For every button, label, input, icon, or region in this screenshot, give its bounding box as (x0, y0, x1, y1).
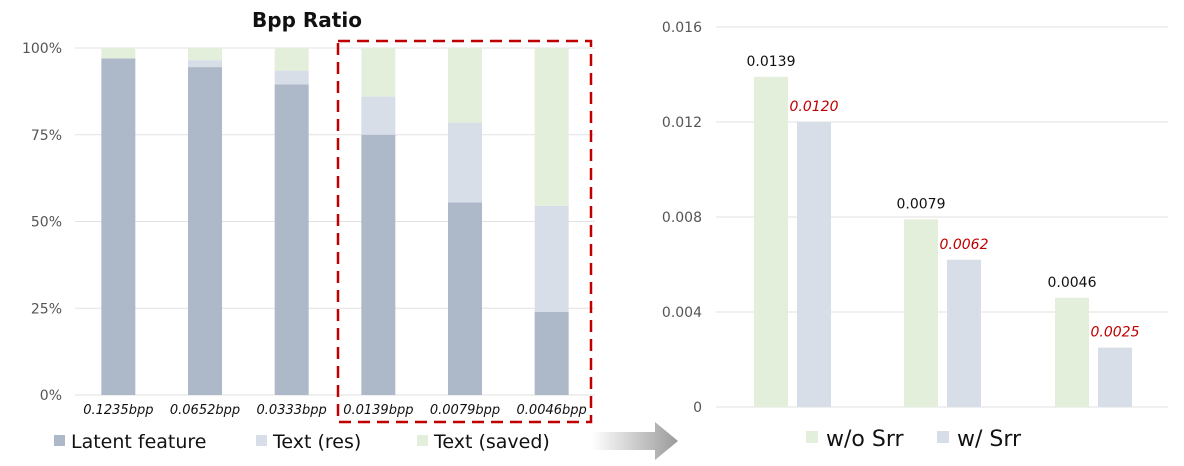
x-tick-label: 0.0333bpp (257, 403, 327, 418)
x-tick-label: 0.0652bpp (170, 403, 240, 418)
data-label: 0.0120 (790, 99, 839, 115)
data-label: 0.0062 (940, 237, 989, 253)
y-tick-label: 0.016 (662, 20, 702, 36)
x-tick-label: 0.0046bpp (517, 403, 587, 418)
right-y-axis: 0 0.004 0.008 0.012 0.016 (662, 20, 702, 416)
bar-segment (448, 202, 482, 395)
bar-segment (448, 122, 482, 203)
x-tick-label: 0.0139bpp (343, 403, 413, 418)
data-label: 0.0046 (1048, 275, 1097, 291)
y-tick-label: 0 (693, 400, 702, 416)
bar-segment (274, 84, 309, 395)
bar-segment (448, 48, 482, 123)
bar-segment (188, 60, 222, 68)
legend-label: Text (saved) (433, 431, 550, 453)
bar-segment (101, 58, 136, 395)
bar-segment (534, 205, 569, 312)
left-bars (101, 48, 569, 396)
highlight-box (336, 39, 593, 424)
legend-label: w/ Srr (957, 427, 1022, 452)
chart-title: Bpp Ratio (252, 8, 362, 32)
left-y-axis: 0% 25% 50% 75% 100% (22, 41, 62, 404)
legend-label: Latent feature (71, 431, 207, 453)
data-label: 0.0079 (897, 196, 946, 212)
legend-swatch (54, 435, 65, 446)
bar-segment (361, 48, 396, 97)
y-tick-label: 25% (31, 301, 62, 317)
right-legend: w/o Srr w/ Srr (806, 427, 1022, 452)
y-tick-label: 100% (22, 41, 62, 57)
y-tick-label: 0% (40, 388, 62, 404)
right-bars: 0.0139 0.0120 0.0079 0.0062 0.0046 0.0025 (747, 54, 1140, 407)
legend-swatch (256, 435, 267, 446)
y-tick-label: 75% (31, 128, 62, 144)
bar-segment (188, 67, 222, 396)
left-gridlines (75, 47, 595, 396)
bar (947, 259, 981, 407)
y-tick-label: 50% (31, 215, 62, 231)
bar-segment (534, 311, 569, 395)
bar (1098, 347, 1132, 407)
bar (1055, 297, 1089, 407)
y-tick-label: 0.004 (662, 305, 702, 321)
x-tick-label: 0.0079bpp (430, 403, 500, 418)
left-legend: Latent feature Text (res) Text (saved) (54, 431, 550, 453)
bar (904, 219, 938, 407)
legend-swatch (937, 431, 949, 443)
data-label: 0.0139 (747, 54, 796, 70)
bar-segment (534, 48, 569, 206)
left-x-axis: 0.1235bpp 0.0652bpp 0.0333bpp 0.0139bpp 0.00… (83, 403, 587, 418)
bar-segment (274, 48, 309, 71)
legend-label: w/o Srr (826, 427, 904, 452)
y-tick-label: 0.008 (662, 210, 702, 226)
bar (754, 76, 788, 407)
bar-segment (361, 134, 396, 395)
bar-segment (274, 70, 309, 85)
bar-segment (188, 48, 222, 61)
y-tick-label: 0.012 (662, 115, 702, 131)
legend-swatch (417, 435, 428, 446)
x-tick-label: 0.1235bpp (83, 403, 153, 418)
bar-segment (101, 48, 136, 59)
bpp-ratio-chart: Bpp Ratio 0% 25% 50% 75% 100% 0.1235bpp 0.065… (22, 8, 595, 453)
legend-label: Text (res) (272, 431, 361, 453)
data-label: 0.0025 (1091, 325, 1140, 341)
bar (797, 122, 831, 407)
legend-swatch (806, 431, 818, 443)
arrow-icon (592, 422, 678, 460)
srr-comparison-chart: 0 0.004 0.008 0.012 0.016 0.0139 0.0120 0.0079… (662, 20, 1168, 452)
right-gridlines (716, 26, 1168, 408)
bar-segment (361, 96, 396, 135)
